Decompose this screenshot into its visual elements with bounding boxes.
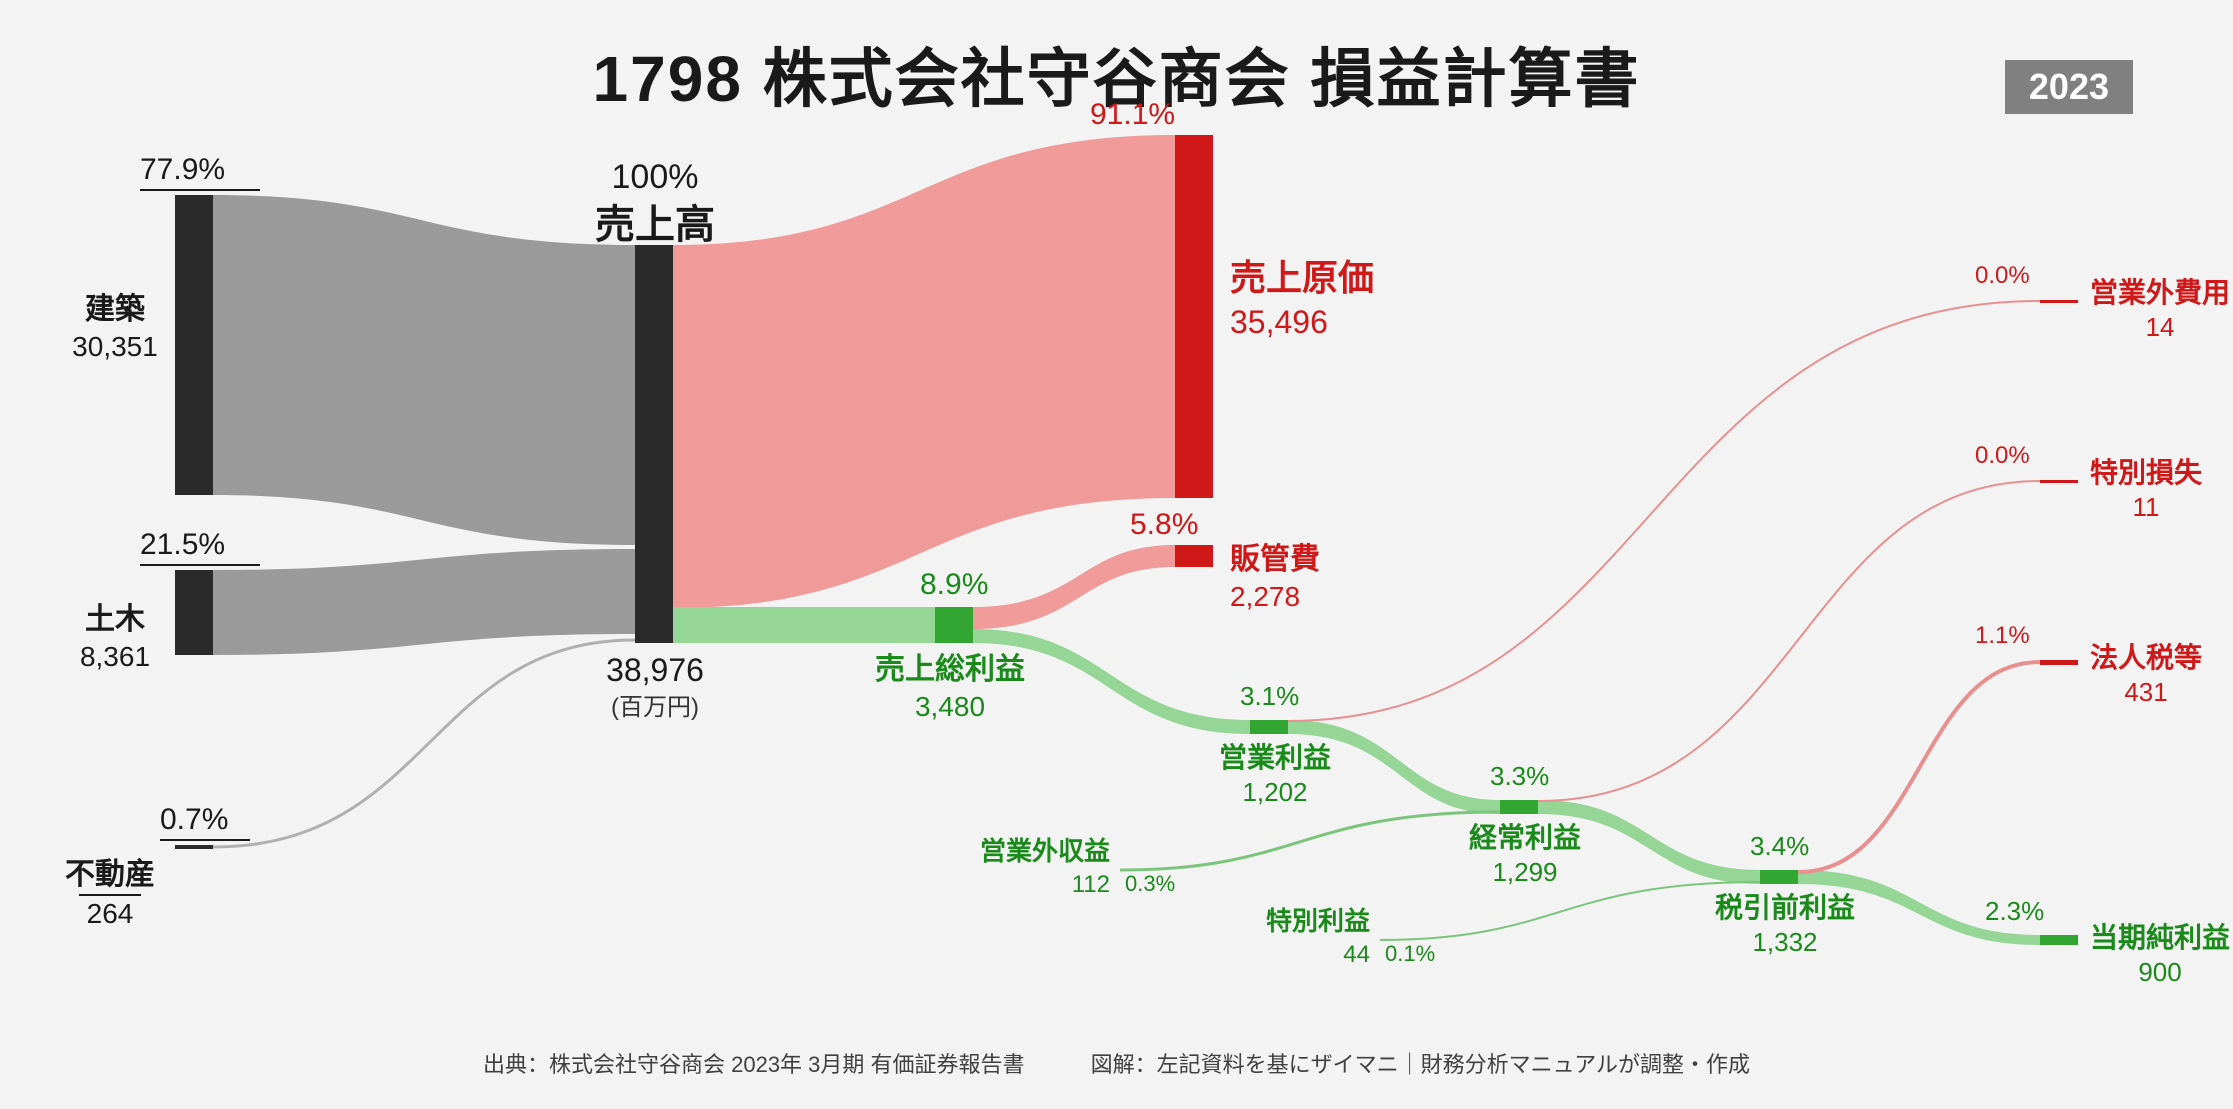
- label-kenchiku: 建築 30,351: [60, 290, 170, 365]
- label-nonop-cost-pct: 0.0%: [1975, 260, 2030, 291]
- node-doboku: [175, 570, 213, 655]
- node-nonop-cost: [2040, 300, 2078, 303]
- label-cogs: 売上原価 35,496: [1230, 255, 1374, 343]
- node-fudosan: [175, 845, 213, 849]
- label-op-pct: 3.1%: [1240, 680, 1299, 714]
- label-pre: 税引前利益 1,332: [1705, 890, 1865, 960]
- label-revenue-bottom: 38,976 (百万円): [580, 650, 730, 723]
- flow-nonop-gain: [1120, 812, 1500, 870]
- flow-extloss: [1538, 481, 2040, 801]
- flow-doboku: [213, 549, 635, 655]
- label-revenue-top: 100% 売上高: [555, 155, 755, 251]
- label-ext-gain-pct: 0.1%: [1385, 940, 1435, 969]
- node-cogs: [1175, 135, 1213, 498]
- label-nonop-gain-pct: 0.3%: [1125, 870, 1175, 899]
- label-nonop-cost: 営業外費用 14: [2090, 275, 2230, 345]
- label-ord-pct: 3.3%: [1490, 760, 1549, 794]
- label-ext-gain: 特別利益 44: [1220, 905, 1370, 970]
- node-tax: [2040, 660, 2078, 665]
- label-pre-pct: 3.4%: [1750, 830, 1809, 864]
- node-gross: [935, 607, 973, 643]
- node-kenchiku: [175, 195, 213, 495]
- label-ord: 経常利益 1,299: [1450, 820, 1600, 890]
- label-net-pct: 2.3%: [1985, 895, 2044, 929]
- label-tax-pct: 1.1%: [1975, 620, 2030, 651]
- footer-credit: 図解：左記資料を基にザイマニ｜財務分析マニュアルが調整・作成: [1091, 1052, 1750, 1077]
- label-op: 営業利益 1,202: [1200, 740, 1350, 810]
- label-fudosan: 不動産 264: [50, 855, 170, 932]
- label-fudosan-pct: 0.7%: [160, 800, 250, 841]
- label-doboku: 土木 8,361: [60, 600, 170, 675]
- label-extloss-pct: 0.0%: [1975, 440, 2030, 471]
- label-extloss: 特別損失 11: [2090, 455, 2202, 525]
- label-gross: 売上総利益 3,480: [850, 650, 1050, 725]
- label-net: 当期純利益 900: [2090, 920, 2230, 990]
- flow-tax: [1798, 662, 2040, 872]
- label-sga-pct: 5.8%: [1130, 505, 1198, 544]
- footer-source: 出典：株式会社守谷商会 2023年 3月期 有価証券報告書: [483, 1052, 1025, 1077]
- flow-gross: [673, 607, 935, 643]
- footer: 出典：株式会社守谷商会 2023年 3月期 有価証券報告書 図解：左記資料を基に…: [0, 1047, 2233, 1079]
- node-ord: [1500, 800, 1538, 814]
- label-nonop-gain: 営業外収益 112: [960, 835, 1110, 900]
- node-extloss: [2040, 480, 2078, 483]
- node-revenue: [635, 245, 673, 643]
- sankey-diagram: [0, 0, 2233, 1109]
- label-doboku-pct: 21.5%: [140, 525, 260, 566]
- label-tax: 法人税等 431: [2090, 640, 2202, 710]
- node-op: [1250, 720, 1288, 734]
- flow-sga: [973, 545, 1175, 629]
- flow-fudosan: [213, 640, 635, 847]
- node-pre: [1760, 870, 1798, 884]
- label-gross-pct: 8.9%: [920, 565, 988, 604]
- flow-ext-gain: [1380, 882, 1760, 940]
- label-cogs-pct: 91.1%: [1090, 95, 1175, 134]
- node-sga: [1175, 545, 1213, 567]
- label-kenchiku-pct: 77.9%: [140, 150, 260, 191]
- label-sga: 販管費 2,278: [1230, 540, 1320, 615]
- node-net: [2040, 935, 2078, 945]
